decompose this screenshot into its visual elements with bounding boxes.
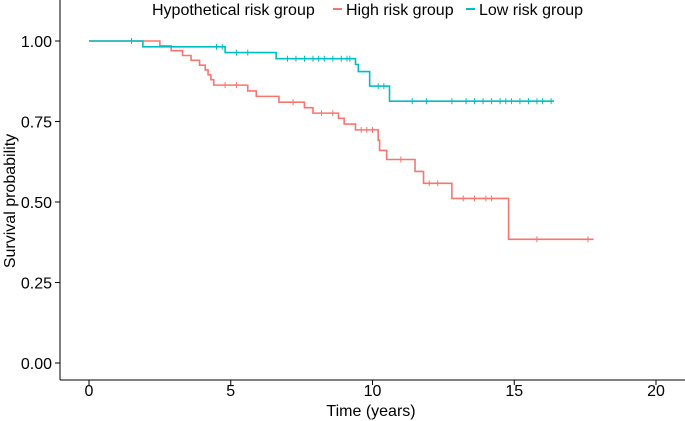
km-curve-high-risk-group (89, 40, 594, 241)
legend-title: Hypothetical risk group (152, 2, 315, 19)
y-tick-label: 0.00 (21, 356, 52, 373)
y-tick-label: 0.75 (21, 115, 52, 132)
survival-curves (89, 38, 594, 243)
x-tick-label: 10 (364, 383, 382, 400)
y-tick-label: 1.00 (21, 34, 52, 51)
x-axis-title: Time (years) (326, 403, 415, 420)
y-tick-label: 0.25 (21, 276, 52, 293)
x-tick-label: 15 (505, 383, 523, 400)
legend-label: High risk group (346, 2, 454, 19)
legend-item-low-risk-group: Low risk group (466, 2, 583, 19)
legend: Hypothetical risk group High risk group L… (152, 2, 583, 19)
series-high-risk-group (89, 40, 594, 243)
x-tick-label: 5 (226, 383, 235, 400)
series-low-risk-group (89, 38, 554, 105)
legend-item-high-risk-group: High risk group (333, 2, 454, 19)
y-axis-ticks: 0.00 0.25 0.50 0.75 1.00 (21, 34, 60, 373)
x-axis-ticks: 0 5 10 15 20 (85, 380, 665, 400)
x-tick-label: 20 (647, 383, 665, 400)
legend-items: High risk group Low risk group (333, 2, 583, 19)
y-axis-title: Survival probability (2, 134, 19, 268)
km-curve-low-risk-group (89, 40, 554, 103)
x-tick-label: 0 (85, 383, 94, 400)
legend-label: Low risk group (479, 2, 583, 19)
y-tick-label: 0.50 (21, 195, 52, 212)
